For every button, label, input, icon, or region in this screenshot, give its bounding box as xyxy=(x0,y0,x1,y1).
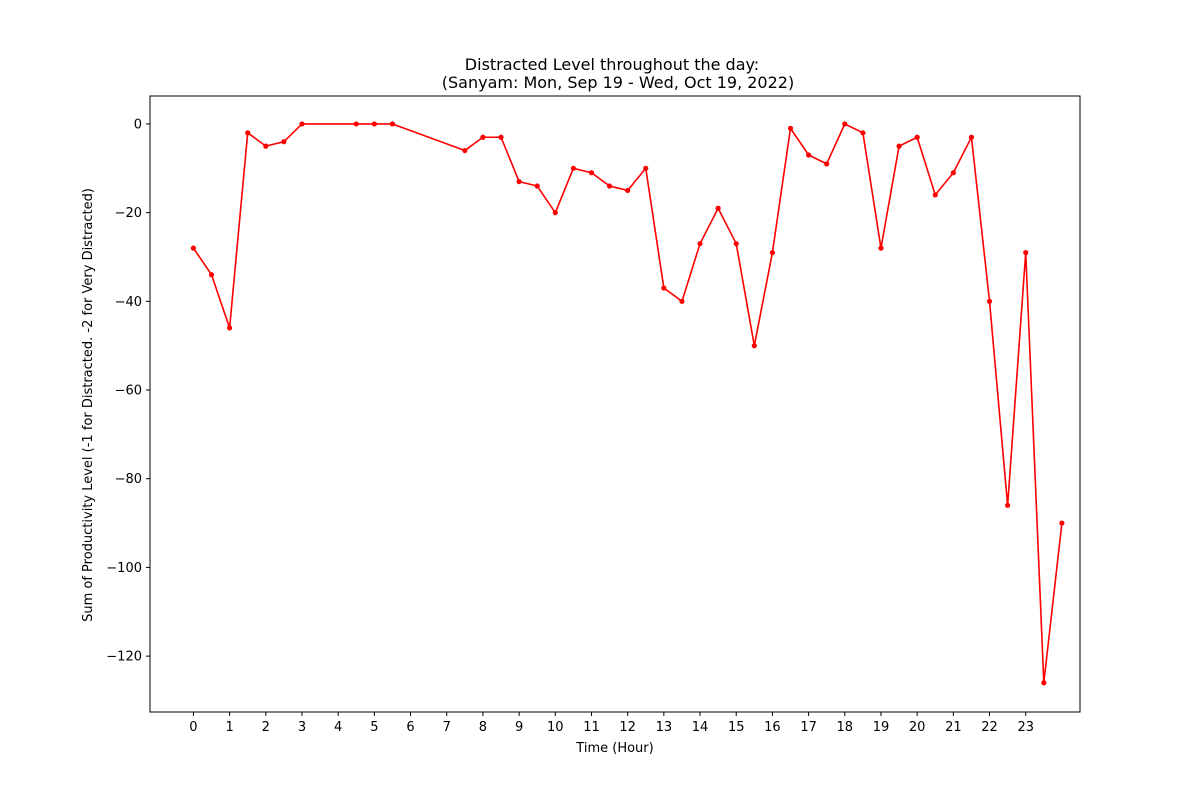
x-tick-label: 12 xyxy=(619,720,636,735)
y-axis-label: Sum of Productivity Level (-1 for Distra… xyxy=(81,188,96,622)
data-point xyxy=(968,134,975,140)
x-tick-label: 1 xyxy=(225,720,233,735)
y-tick-label: −100 xyxy=(106,561,142,576)
x-tick-label: 14 xyxy=(692,720,709,735)
data-point xyxy=(896,143,902,149)
data-point xyxy=(805,152,812,158)
x-tick-label: 8 xyxy=(479,720,487,735)
x-axis-ticks: 0 1 2 3 4 5 6 7 8 9 10 11 12 13 14 15 16 17 18 19 20 21 22 23 xyxy=(189,712,1034,735)
x-tick-label: 11 xyxy=(583,720,600,735)
x-tick-label: 4 xyxy=(334,720,342,735)
x-tick-label: 16 xyxy=(764,720,781,735)
data-point xyxy=(281,139,287,145)
x-tick-label: 3 xyxy=(298,720,306,735)
y-tick-label: 0 xyxy=(134,117,142,132)
series-line xyxy=(192,123,1063,684)
data-point xyxy=(498,134,504,140)
data-point xyxy=(1041,680,1047,686)
x-tick-label: 2 xyxy=(262,720,270,735)
data-point xyxy=(697,241,703,247)
data-point xyxy=(679,298,685,304)
x-tick-label: 23 xyxy=(1017,720,1034,735)
data-point xyxy=(208,272,215,278)
x-tick-label: 22 xyxy=(981,720,998,735)
data-point xyxy=(190,245,197,251)
x-tick-label: 21 xyxy=(945,720,962,735)
data-point xyxy=(986,298,993,304)
data-point xyxy=(534,183,540,189)
data-point xyxy=(914,134,920,140)
data-point xyxy=(462,147,468,154)
plot-area-frame xyxy=(149,95,1081,713)
data-point xyxy=(245,130,251,136)
data-point xyxy=(643,165,649,171)
data-point xyxy=(733,241,739,247)
y-tick-label: −20 xyxy=(115,206,142,221)
data-point xyxy=(661,285,667,291)
data-point xyxy=(769,249,776,256)
data-point xyxy=(516,178,522,185)
data-point xyxy=(606,183,613,189)
chart-title-line1: Distracted Level throughout the day: xyxy=(465,55,759,74)
data-point xyxy=(371,121,377,127)
x-tick-label: 10 xyxy=(547,720,564,735)
data-point xyxy=(389,121,396,127)
data-point xyxy=(715,205,721,211)
data-point xyxy=(932,192,938,198)
data-point xyxy=(787,125,794,131)
x-tick-label: 13 xyxy=(656,720,673,735)
y-axis-ticks: 0 −20 −40 −60 −80 −100 −120 xyxy=(106,117,150,665)
data-point xyxy=(570,165,576,171)
y-tick-label: −80 xyxy=(115,472,142,487)
series-layer xyxy=(190,121,1065,686)
x-tick-label: 6 xyxy=(406,720,414,735)
x-tick-label: 7 xyxy=(443,720,451,735)
x-tick-label: 20 xyxy=(909,720,926,735)
x-tick-label: 17 xyxy=(800,720,817,735)
data-point xyxy=(1023,249,1029,256)
data-point xyxy=(227,325,233,331)
data-point xyxy=(552,210,558,216)
x-tick-label: 5 xyxy=(370,720,378,735)
data-point xyxy=(588,170,595,176)
data-point xyxy=(751,343,757,349)
y-tick-label: −60 xyxy=(115,384,142,399)
data-point xyxy=(625,187,631,194)
data-point xyxy=(878,245,884,251)
data-point xyxy=(950,170,956,176)
data-point xyxy=(1005,502,1011,508)
data-point xyxy=(353,121,359,127)
data-point xyxy=(263,143,269,149)
data-point xyxy=(1059,520,1065,526)
y-tick-label: −120 xyxy=(106,650,142,665)
data-point xyxy=(480,134,486,140)
x-tick-label: 0 xyxy=(189,720,197,735)
x-tick-label: 19 xyxy=(873,720,890,735)
data-point xyxy=(824,161,830,167)
data-point xyxy=(842,121,848,127)
data-point xyxy=(860,130,866,136)
data-point xyxy=(299,121,305,127)
x-tick-label: 9 xyxy=(515,720,523,735)
y-tick-label: −40 xyxy=(115,295,142,310)
chart-title-line2: (Sanyam: Mon, Sep 19 - Wed, Oct 19, 2022… xyxy=(442,73,794,92)
x-tick-label: 15 xyxy=(728,720,745,735)
x-axis-label: Time (Hour) xyxy=(575,741,653,756)
x-tick-label: 18 xyxy=(837,720,854,735)
